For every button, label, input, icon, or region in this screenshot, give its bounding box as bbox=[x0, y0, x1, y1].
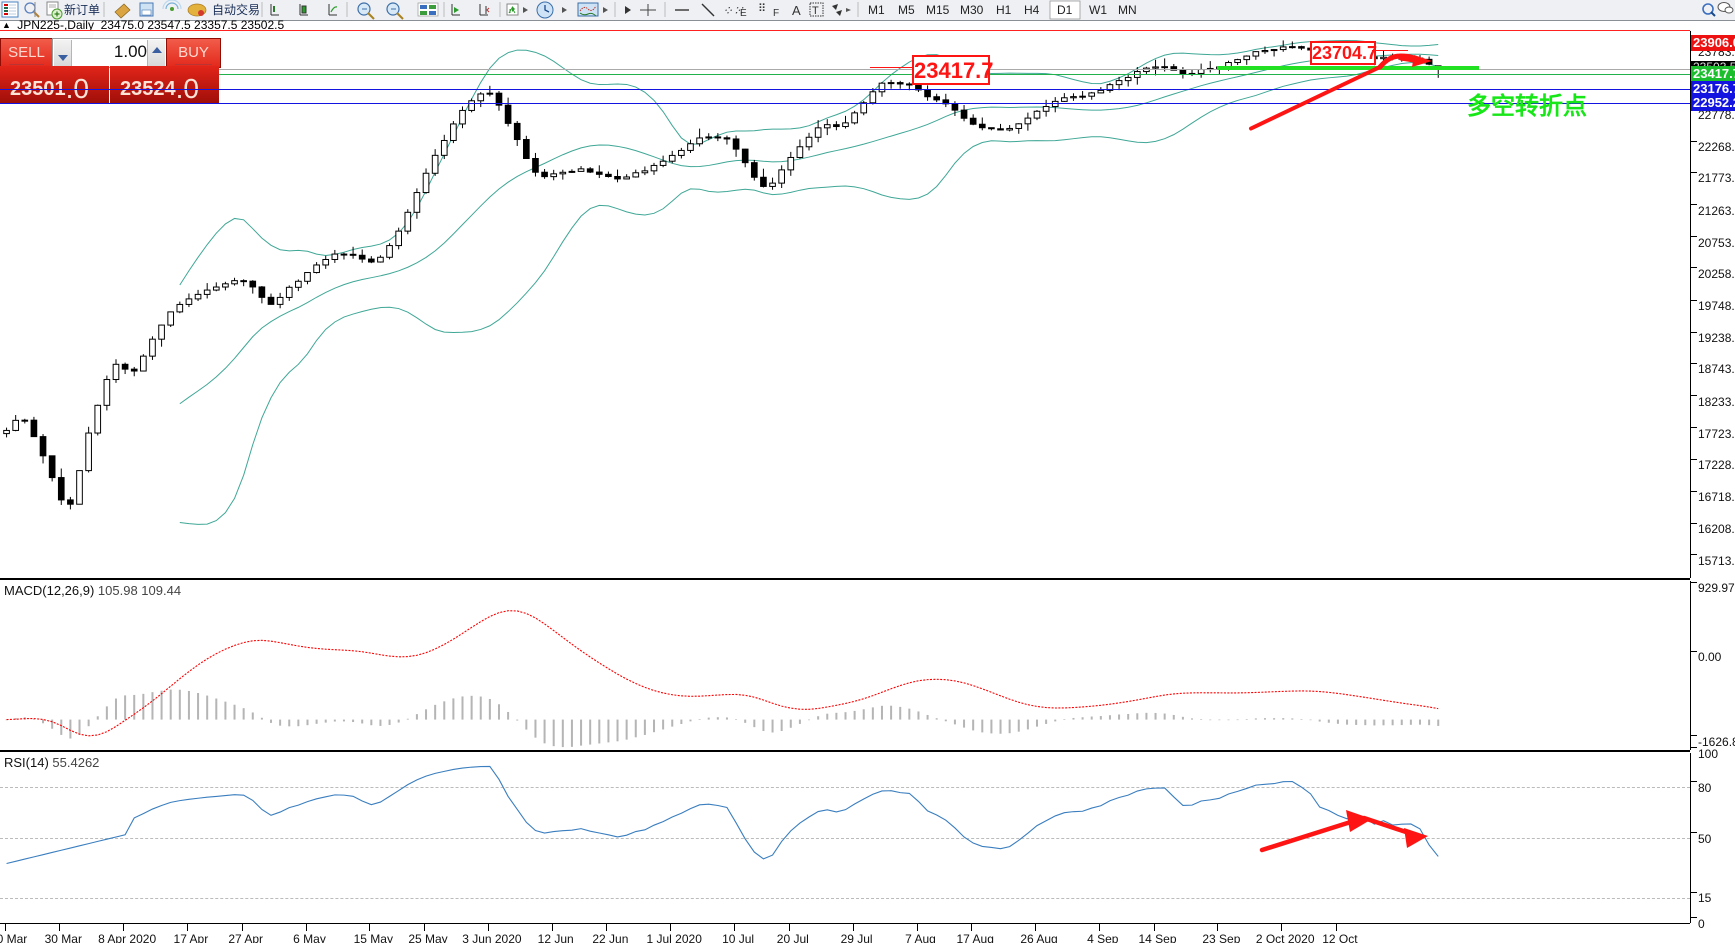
svg-text:MN: MN bbox=[1118, 3, 1137, 17]
svg-text:F: F bbox=[773, 8, 779, 19]
svg-text:⠿: ⠿ bbox=[758, 3, 766, 15]
svg-text:M5: M5 bbox=[898, 3, 915, 17]
svg-text:H1: H1 bbox=[996, 3, 1012, 17]
svg-text:M30: M30 bbox=[960, 3, 984, 17]
svg-text:新订单: 新订单 bbox=[64, 2, 100, 17]
svg-text:E: E bbox=[740, 8, 747, 19]
svg-text:D1: D1 bbox=[1057, 3, 1073, 17]
svg-text:自动交易: 自动交易 bbox=[212, 2, 260, 17]
svg-text:T: T bbox=[812, 5, 819, 17]
svg-text:A: A bbox=[792, 3, 801, 18]
svg-text:W1: W1 bbox=[1089, 3, 1107, 17]
svg-text:H4: H4 bbox=[1024, 3, 1040, 17]
svg-text:M1: M1 bbox=[868, 3, 885, 17]
svg-text:M15: M15 bbox=[926, 3, 950, 17]
